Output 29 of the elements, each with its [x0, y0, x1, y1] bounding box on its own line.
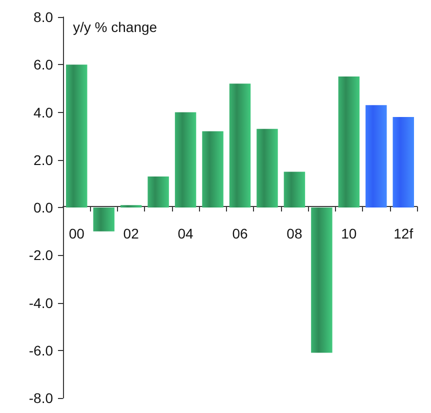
bar: [174, 112, 196, 208]
y-tick-label: 0.0: [34, 200, 54, 216]
bar: [284, 172, 306, 208]
bar: [93, 208, 114, 232]
bar: [392, 117, 414, 208]
x-tick-label: 06: [232, 226, 248, 242]
y-tick-label: -8.0: [28, 390, 54, 406]
y-tick-label: 6.0: [34, 56, 54, 73]
y-tick-label: -4.0: [28, 294, 54, 311]
bar: [66, 64, 88, 208]
x-tick-label: 00: [68, 226, 85, 242]
bar: [366, 105, 387, 208]
x-tick-label: 02: [123, 226, 140, 242]
y-tick-label: 2.0: [34, 152, 54, 168]
y-tick-label: 8.0: [34, 9, 54, 25]
x-tick-label: 04: [178, 226, 194, 242]
y-axis-title: y/y % change: [73, 19, 158, 35]
y-tick-label: -6.0: [28, 342, 54, 358]
bar: [311, 208, 332, 353]
y-tick-label: 4.0: [34, 104, 54, 120]
bar: [229, 84, 251, 208]
bar: [148, 176, 169, 208]
bar: [202, 131, 224, 208]
bar: [338, 76, 360, 208]
y-tick-label: -2.0: [28, 247, 54, 264]
x-tick-label: 12f: [394, 226, 414, 242]
x-tick-label: 10: [341, 226, 357, 242]
bar: [256, 128, 278, 208]
x-tick-label: 08: [286, 226, 302, 242]
